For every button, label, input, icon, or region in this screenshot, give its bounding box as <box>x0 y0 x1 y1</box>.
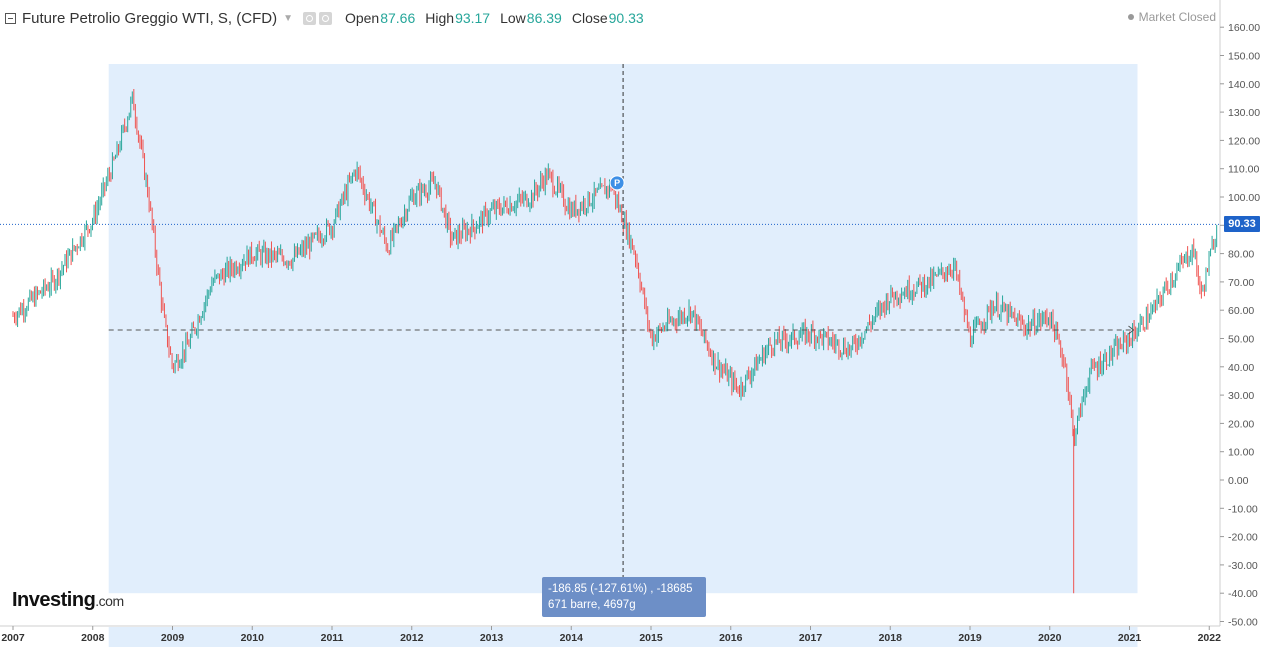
y-tick-label: 120.00 <box>1228 135 1260 147</box>
open-value: 87.66 <box>380 10 416 26</box>
settings-icon[interactable] <box>302 11 316 25</box>
market-status-label: Market Closed <box>1138 10 1216 24</box>
x-tick-label: 2014 <box>560 632 584 644</box>
measurement-bars: 671 barre, 4697g <box>548 599 636 611</box>
logo-name: Investing <box>12 589 96 611</box>
x-tick-label: 2022 <box>1198 632 1222 644</box>
y-tick-label: 40.00 <box>1228 362 1254 374</box>
measurement-tooltip: -186.85 (-127.61%) , -18685 671 barre, 4… <box>542 577 706 617</box>
x-tick-label: 2021 <box>1118 632 1142 644</box>
x-tick-label: 2011 <box>321 632 344 644</box>
chevron-down-icon[interactable]: ▼ <box>283 12 293 24</box>
x-tick-label: 2009 <box>161 632 185 644</box>
investing-logo: Investing.com <box>12 589 124 612</box>
time-axis[interactable]: 2007 2008 2009 2010 2011 2012 2013 2014 2015 2016… <box>1 626 1221 644</box>
high-label: High <box>425 10 455 26</box>
y-tick-label: 0.00 <box>1228 475 1249 487</box>
x-tick-label: 2015 <box>639 632 663 644</box>
y-tick-label: 80.00 <box>1228 249 1254 261</box>
y-tick-label: 60.00 <box>1228 305 1254 317</box>
low-value: 86.39 <box>526 10 562 26</box>
price-axis[interactable]: 160.00 150.00 140.00 130.00 120.00 110.00 100.… <box>1220 22 1260 629</box>
y-tick-label: 150.00 <box>1228 51 1260 63</box>
y-tick-label: 50.00 <box>1228 334 1254 346</box>
y-tick-label: -20.00 <box>1228 532 1258 544</box>
measure-arrow-icon <box>1128 325 1135 335</box>
x-tick-label: 2012 <box>400 632 424 644</box>
logo-suffix: .com <box>95 593 124 609</box>
y-tick-label: -50.00 <box>1228 617 1258 629</box>
y-tick-label: 20.00 <box>1228 418 1254 430</box>
last-price-tag: 90.33 <box>1224 216 1260 232</box>
high-value: 93.17 <box>455 10 491 26</box>
x-tick-label: 2016 <box>719 632 743 644</box>
y-tick-label: 140.00 <box>1228 79 1260 91</box>
instrument-title[interactable]: Future Petrolio Greggio WTI, S, (CFD) <box>22 9 278 27</box>
y-tick-label: 130.00 <box>1228 107 1260 119</box>
x-tick-label: 2017 <box>799 632 823 644</box>
time-axis-range-highlight <box>108 627 1138 647</box>
y-tick-label: -40.00 <box>1228 588 1258 600</box>
x-tick-label: 2019 <box>958 632 982 644</box>
market-status: Market Closed <box>1127 10 1216 24</box>
x-tick-label: 2010 <box>241 632 265 644</box>
pin-marker-label: P <box>614 178 620 188</box>
chart-header: Future Petrolio Greggio WTI, S, (CFD) ▼ … <box>0 0 1220 36</box>
x-tick-label: 2018 <box>879 632 903 644</box>
y-tick-label: 70.00 <box>1228 277 1254 289</box>
x-tick-label: 2013 <box>480 632 504 644</box>
y-tick-label: 110.00 <box>1228 164 1259 176</box>
low-label: Low <box>500 10 526 26</box>
close-label: Close <box>571 10 608 26</box>
x-tick-label: 2020 <box>1038 632 1062 644</box>
open-label: Open <box>344 10 380 26</box>
x-tick-label: 2007 <box>1 632 25 644</box>
y-tick-label: -10.00 <box>1228 503 1258 515</box>
y-tick-label: -30.00 <box>1228 560 1258 572</box>
gear-icon[interactable] <box>318 11 332 25</box>
y-tick-label: 160.00 <box>1228 22 1260 34</box>
status-dot-icon <box>1127 14 1134 20</box>
y-tick-label: 10.00 <box>1228 447 1254 459</box>
close-value: 90.33 <box>608 10 644 26</box>
collapse-icon[interactable] <box>5 12 16 24</box>
x-tick-label: 2008 <box>81 632 105 644</box>
y-tick-label: 100.00 <box>1228 192 1260 204</box>
y-tick-label: 30.00 <box>1228 390 1254 402</box>
measurement-change: -186.85 (-127.61%) , -18685 <box>548 583 693 595</box>
pin-marker-icon[interactable]: P <box>609 175 625 191</box>
